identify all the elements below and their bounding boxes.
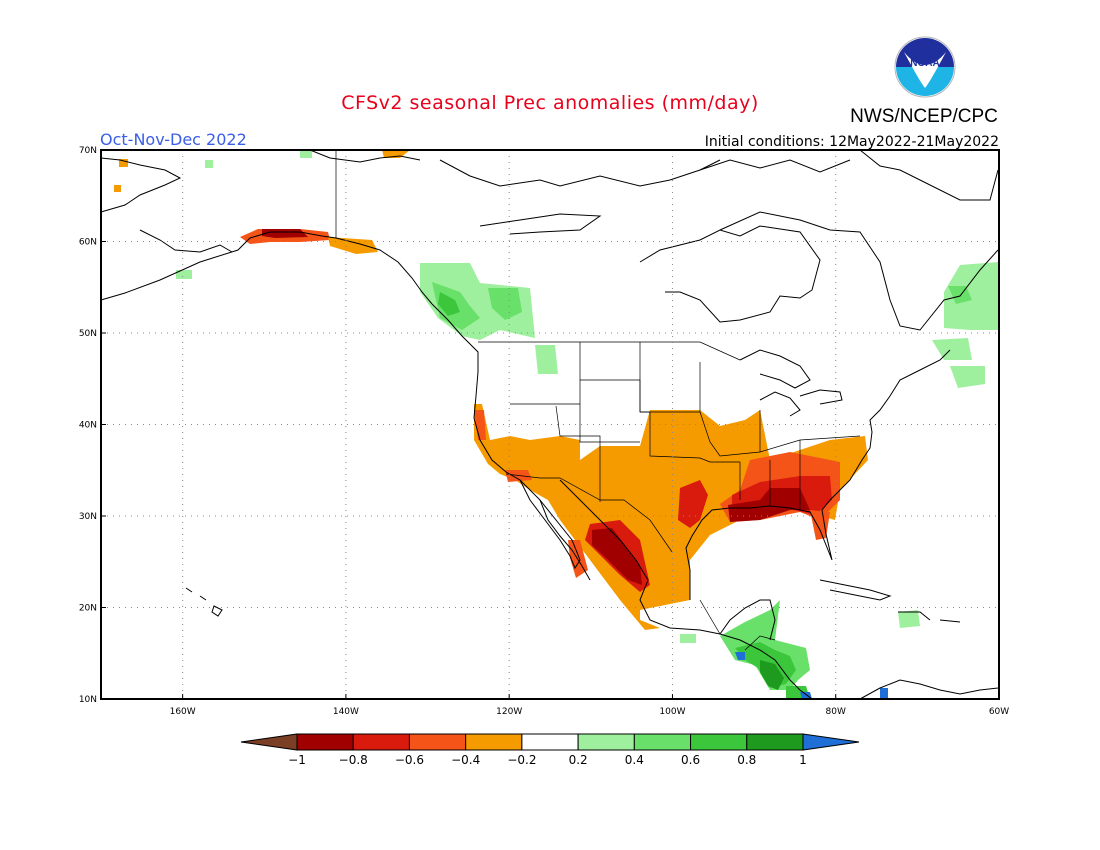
colorbar-swatch [296, 733, 354, 751]
gulf-coast-dry [728, 488, 810, 522]
newfoundland-wet [944, 262, 998, 330]
latitude-tick-label: 70N [79, 146, 97, 156]
gulf-texas-dry [678, 480, 708, 528]
northwest-mexico-strong-dry [592, 528, 642, 585]
colorbar-tick-label: 0.8 [737, 753, 756, 767]
colorbar-swatch [465, 733, 523, 751]
alaska-sw-wet [176, 270, 192, 279]
anomaly-shading [114, 150, 998, 699]
central-america-very-wet [760, 660, 784, 690]
nova-scotia-wet [932, 338, 972, 360]
longitude-tick-label: 80W [826, 707, 846, 717]
colorbar-tick-label: −0.2 [507, 753, 536, 767]
longitude-tick-label: 60W [989, 707, 1009, 717]
latitude-tick-label: 10N [79, 695, 97, 705]
chart-title: CFSv2 seasonal Prec anomalies (mm/day) [341, 92, 759, 114]
latitude-tick-label: 20N [79, 604, 97, 614]
colorbar-tick-label: 0.2 [569, 753, 588, 767]
atlantic-wet [950, 366, 985, 388]
colorbar-swatch [577, 733, 635, 751]
map-background [101, 150, 999, 699]
initial-conditions-label: Initial conditions: 12May2022-21May2022 [705, 134, 999, 150]
southern-alaska-strong-dry [262, 229, 308, 238]
latitude-tick-label: 30N [79, 512, 97, 522]
latitude-tick-label: 60N [79, 238, 97, 248]
alaska-west-dry-2 [114, 185, 121, 192]
guatemala-extreme-wet [735, 652, 745, 660]
montana-wet [535, 345, 558, 374]
inland-bc-wet [488, 288, 522, 320]
colorbar-tick-label: −1 [288, 753, 306, 767]
caribbean-wet [898, 610, 920, 628]
colorbar-swatch [521, 733, 579, 751]
colorbar-swatch [746, 733, 804, 751]
political-borders [335, 150, 861, 651]
alaska-west-dry [119, 159, 128, 167]
longitude-labels: 160W 140W 120W 100W 80W 60W [170, 694, 1009, 717]
mexico-south-wet [680, 634, 696, 643]
yukon-wet [300, 150, 312, 158]
colorbar-swatch [408, 733, 467, 751]
colorbar-tick-label: −0.6 [395, 753, 424, 767]
noaa-logo-text: NOAA [910, 58, 939, 69]
colorbar-swatch [690, 733, 748, 751]
longitude-tick-label: 140W [333, 707, 359, 717]
florida-dry [810, 510, 830, 540]
season-label: Oct-Nov-Dec 2022 [100, 130, 247, 149]
labrador-wet [948, 286, 972, 304]
bering-wet [205, 160, 213, 168]
colorbar-tick-label: −0.4 [451, 753, 480, 767]
agency-label: NWS/NCEP/CPC [850, 106, 998, 127]
north-alaska-dry [382, 150, 410, 158]
colorbar-tick-label: 0.6 [681, 753, 700, 767]
colorbar-min-arrow [240, 733, 298, 751]
longitude-tick-label: 120W [496, 707, 522, 717]
colombia-extreme-wet [880, 688, 888, 698]
colorbar-swatch [352, 733, 410, 751]
colorbar: −1 −0.8 −0.6 −0.4 −0.2 0.2 0.4 0.6 0.8 1 [240, 733, 860, 767]
longitude-tick-label: 100W [659, 707, 685, 717]
longitude-tick-label: 160W [170, 707, 196, 717]
noaa-logo: NOAA [894, 36, 956, 98]
colorbar-swatch [633, 733, 692, 751]
southern-california-dry [505, 470, 532, 482]
coastlines [100, 149, 999, 700]
colorbar-tick-label: 1 [799, 753, 807, 767]
colorbar-tick-label: −0.8 [339, 753, 368, 767]
latitude-tick-label: 40N [79, 421, 97, 431]
latitude-tick-label: 50N [79, 329, 97, 339]
colorbar-max-arrow [802, 733, 860, 751]
map-panel: 70N 60N 50N 40N 30N 20N 10N 160W 140W 120W 100W 80… [79, 146, 1009, 717]
colorbar-tick-label: 0.4 [625, 753, 644, 767]
coastal-bc-strong-wet [438, 292, 460, 316]
latitude-labels: 70N 60N 50N 40N 30N 20N 10N [79, 146, 106, 705]
